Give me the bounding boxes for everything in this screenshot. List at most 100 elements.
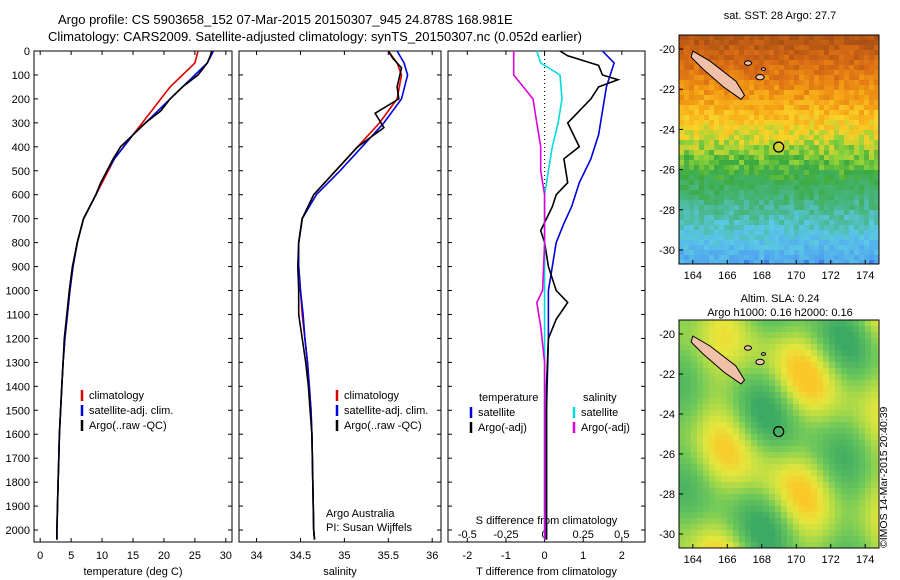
series-salinity-argo-adj- — [512, 51, 546, 540]
panel-sal: 34 34.5 35 35.5 36 salinity climatology satelli… — [238, 50, 442, 578]
map-ytick-label: -20 — [659, 44, 675, 56]
xtick-label: 35 — [338, 550, 350, 562]
legend-label: satellite-adj. clim. — [89, 405, 173, 417]
depth-tick-label: 200 — [12, 94, 30, 106]
map-ytick-label: -30 — [659, 245, 675, 257]
legend-label: Argo(..raw -QC) — [89, 420, 167, 432]
xtick-label-T: -1 — [501, 550, 511, 562]
sst-map-title: sat. SST: 28 Argo: 27.7 — [723, 10, 837, 22]
map-xtick-label: 172 — [822, 270, 840, 282]
loyalty-island — [760, 67, 767, 71]
series-argo-raw-qc- — [296, 50, 403, 540]
x-axis-label: salinity — [323, 566, 357, 578]
xtick-label: 5 — [68, 550, 74, 562]
sst-map: 164 166 168 170 172 174 -20 -22 -24 -26 -28 -30 — [659, 34, 880, 282]
xtick-label: 10 — [96, 550, 108, 562]
map-ytick-label: -28 — [659, 489, 675, 501]
xtick-label: 20 — [158, 550, 170, 562]
depth-tick-label: 1000 — [6, 286, 30, 298]
legend-label: satellite — [581, 407, 618, 419]
map-ytick-label: -30 — [659, 529, 675, 541]
map-ytick-label: -22 — [659, 84, 675, 96]
depth-tick-label: 1800 — [6, 477, 30, 489]
depth-tick-label: 1400 — [6, 381, 30, 393]
xtick-label: 34.5 — [290, 550, 311, 562]
legend-label: satellite — [478, 407, 515, 419]
depth-tick-label: 1700 — [6, 453, 30, 465]
loyalty-island — [760, 352, 767, 356]
sst-field — [679, 35, 879, 264]
xtick-label-T: -2 — [462, 550, 472, 562]
xtick-label: 0 — [37, 550, 43, 562]
map-xtick-label: 166 — [718, 270, 736, 282]
sla-map-title-2: Argo h1000: 0.16 h2000: 0.16 — [707, 307, 853, 319]
legend-title-temperature: temperature — [479, 392, 538, 404]
map-xtick-label: 164 — [684, 270, 702, 282]
depth-tick-label: 2000 — [6, 525, 30, 537]
depth-tick-label: 1500 — [6, 405, 30, 417]
sla-map: 164 166 168 170 172 174 -20 -22 -24 -26 -28 -30 — [659, 319, 880, 566]
xtick-label-T: 1 — [580, 550, 586, 562]
x-axis-label: temperature (deg C) — [83, 566, 182, 578]
panel-sal-frame — [238, 50, 442, 543]
depth-tick-label: 1300 — [6, 357, 30, 369]
map-ytick-label: -26 — [659, 449, 675, 461]
map-xtick-label: 164 — [684, 554, 702, 566]
sla-field — [679, 320, 879, 548]
depth-tick-label: 100 — [12, 70, 30, 82]
map-xtick-label: 168 — [753, 270, 771, 282]
depth-tick-label: 0 — [24, 46, 30, 58]
new-caledonia-island — [690, 50, 746, 100]
legend-label: Argo(..raw -QC) — [344, 420, 422, 432]
xtick-label: 35.5 — [378, 550, 399, 562]
map-ytick-label: -28 — [659, 205, 675, 217]
depth-tick-label: 900 — [12, 262, 30, 274]
sst-map-frame — [678, 34, 880, 265]
xtick-label-S: 0.5 — [614, 529, 629, 541]
argo-position-marker — [773, 425, 785, 438]
map-ytick-label: -26 — [659, 165, 675, 177]
sla-map-title-1: Altim. SLA: 0.24 — [740, 293, 820, 305]
loyalty-island — [755, 358, 765, 366]
legend-label: climatology — [89, 390, 145, 402]
depth-tick-label: 300 — [12, 118, 30, 130]
series-argo-raw-qc- — [56, 50, 213, 540]
map-ytick-label: -24 — [659, 409, 675, 421]
map-xtick-label: 168 — [753, 554, 771, 566]
xtick-label: 34 — [250, 550, 262, 562]
depth-tick-label: 1100 — [6, 309, 30, 321]
loyalty-island — [755, 73, 765, 81]
map-ytick-label: -20 — [659, 329, 675, 341]
depth-tick-label: 1900 — [6, 501, 30, 513]
xtick-label-S: 0.25 — [572, 529, 593, 541]
depth-tick-label: 1600 — [6, 429, 30, 441]
legend-label: Argo(-adj) — [478, 422, 527, 434]
map-xtick-label: 172 — [822, 554, 840, 566]
map-ytick-label: -24 — [659, 124, 675, 136]
depth-tick-label: 400 — [12, 142, 30, 154]
xtick-label: 30 — [220, 550, 232, 562]
legend-label: climatology — [344, 390, 400, 402]
series-temperature-argo-adj- — [539, 50, 621, 540]
map-ytick-label: -22 — [659, 369, 675, 381]
annotation-pi: PI: Susan Wijffels — [326, 522, 412, 534]
map-xtick-label: 174 — [856, 554, 874, 566]
panel-temp: 0100200300400500600700800900100011001200… — [6, 46, 233, 578]
sla-map-frame — [678, 319, 880, 549]
legend-label: Argo(-adj) — [581, 422, 630, 434]
loyalty-island — [743, 345, 752, 351]
annotation-institution: Argo Australia — [326, 508, 395, 520]
depth-tick-label: 500 — [12, 166, 30, 178]
argo-position-marker — [773, 141, 785, 153]
xtick-label-S: -0.25 — [493, 529, 518, 541]
xtick-label: 36 — [426, 550, 438, 562]
depth-tick-label: 700 — [12, 214, 30, 226]
xtick-label-T: 0 — [542, 550, 548, 562]
xtick-label-S: -0.5 — [458, 529, 477, 541]
map-xtick-label: 170 — [787, 270, 805, 282]
legend-label: satellite-adj. clim. — [344, 405, 428, 417]
depth-tick-label: 800 — [12, 238, 30, 250]
header-line-1: Argo profile: CS 5903658_152 07-Mar-2015… — [58, 12, 513, 27]
